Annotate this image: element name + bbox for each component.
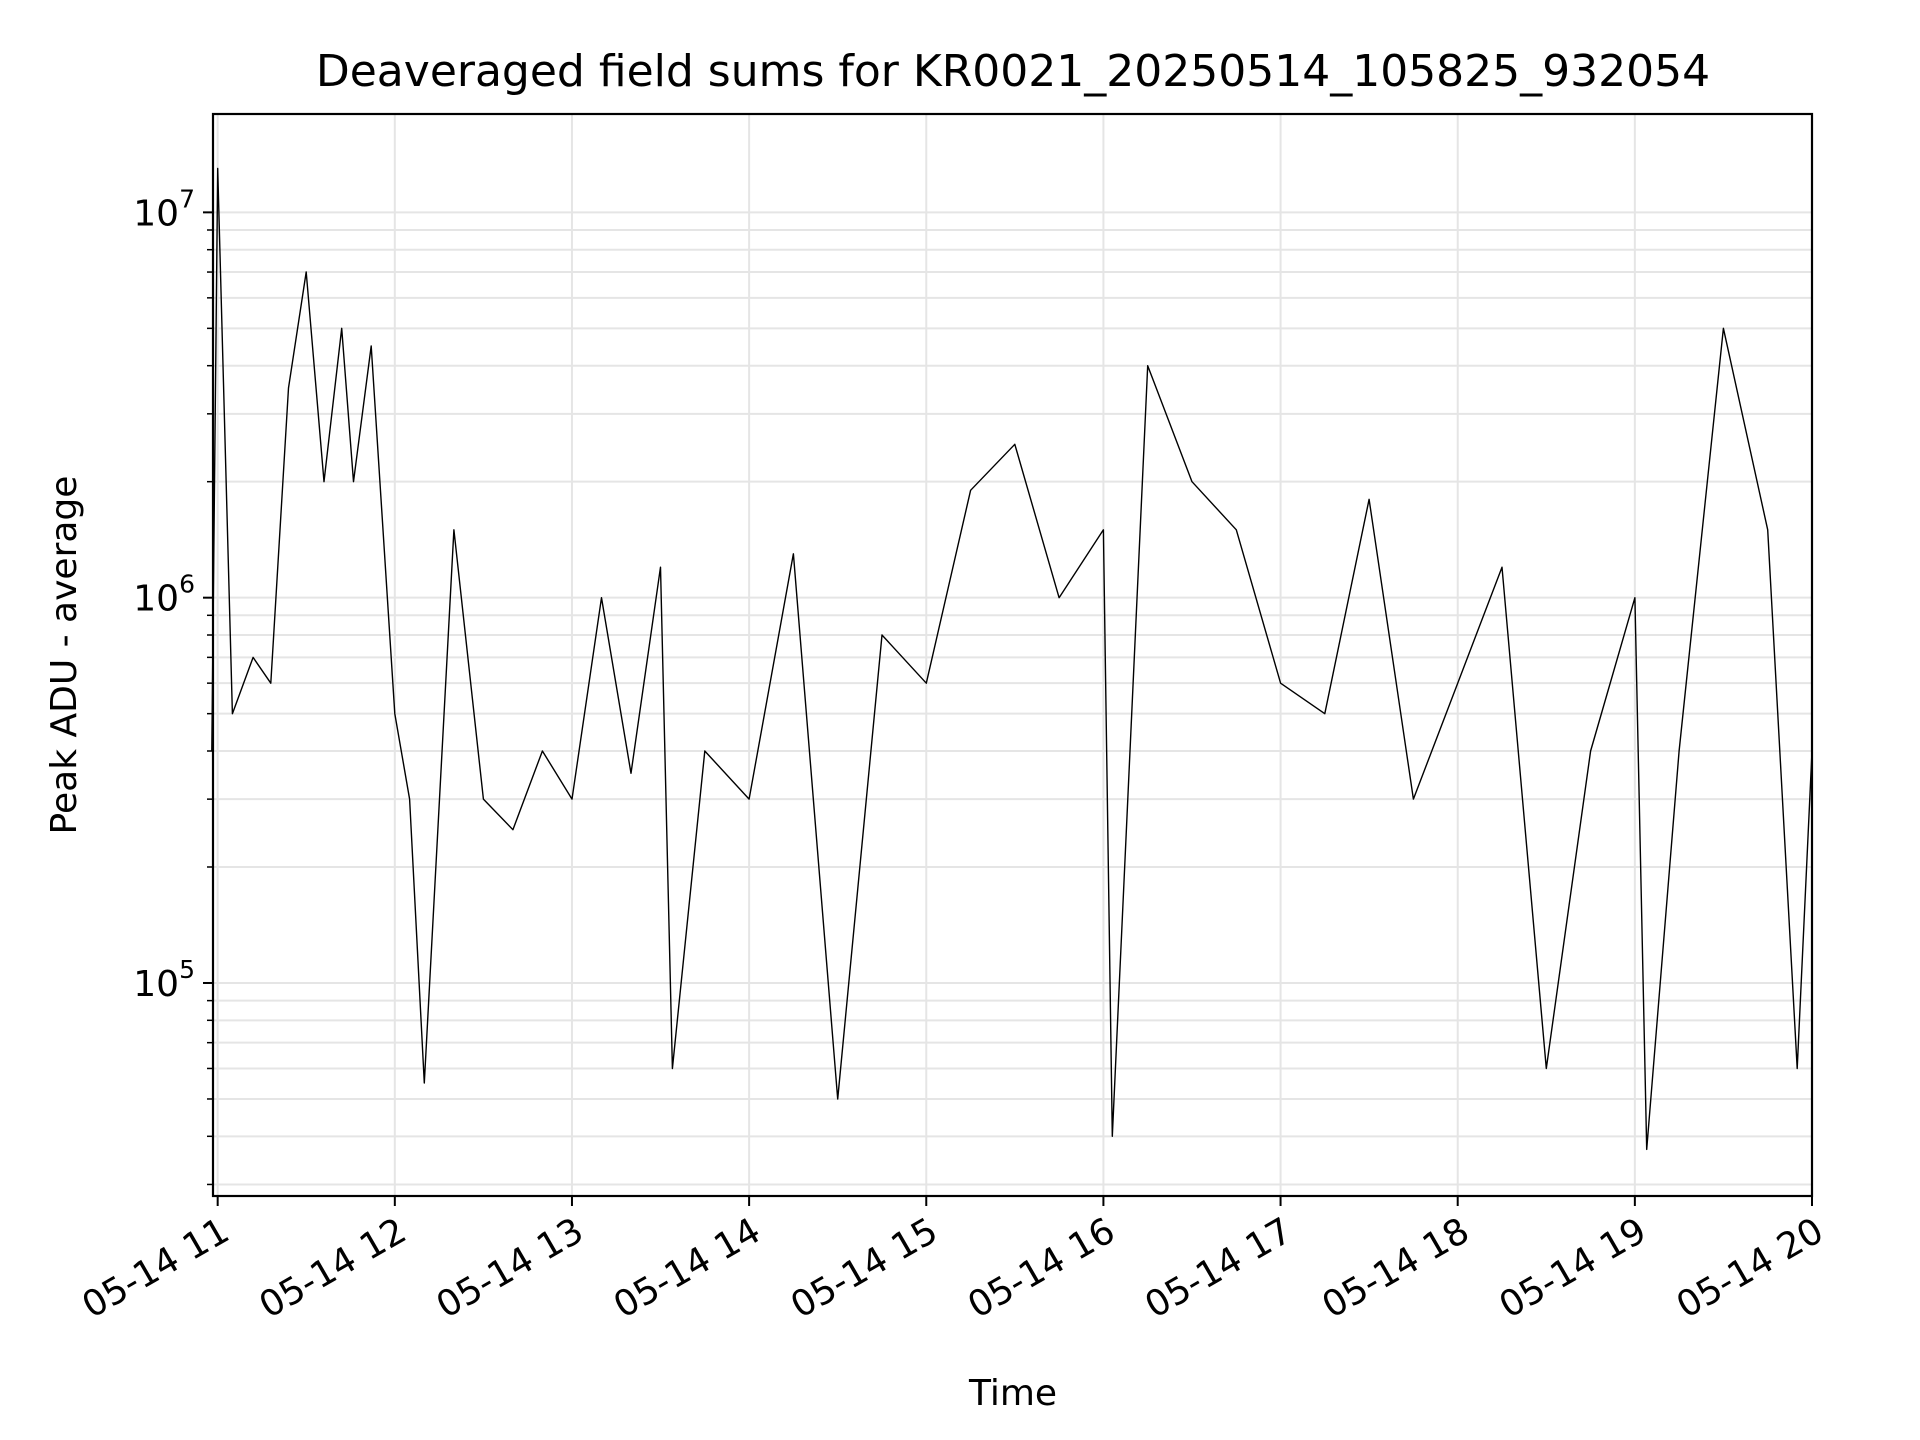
y-axis-label: Peak ADU - average — [44, 476, 85, 835]
y-tick-label: 105 — [133, 955, 195, 1005]
y-tick-label: 107 — [133, 184, 195, 234]
y-axis: 105 106 107 — [133, 184, 213, 1186]
plot-line-group — [211, 167, 1813, 1151]
chart-title: Deaveraged field sums for KR0021_2025051… — [316, 46, 1710, 97]
x-axis-label: Time — [968, 1373, 1057, 1414]
y-tick-label: 106 — [133, 570, 195, 620]
plot-frame — [211, 112, 1814, 1198]
series-line — [211, 167, 1813, 1151]
